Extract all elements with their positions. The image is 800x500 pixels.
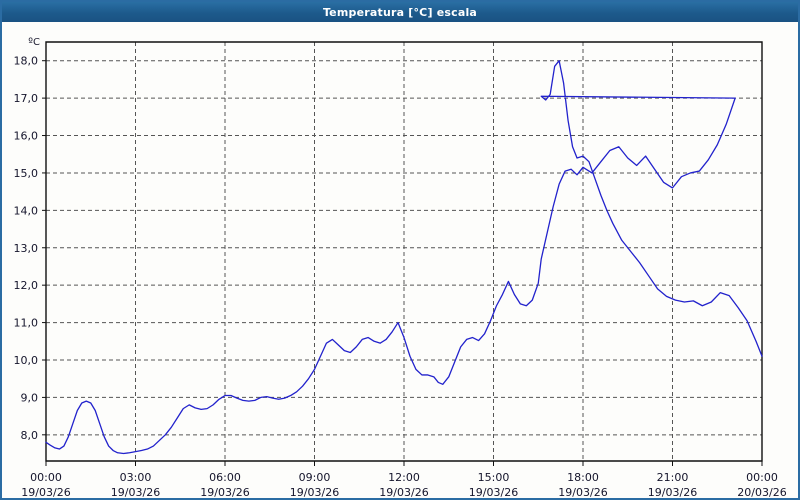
x-axis-tick-date: 19/03/26 xyxy=(558,486,607,498)
x-axis-tick-date: 20/03/26 xyxy=(737,486,786,498)
x-axis-tick-time: 06:00 xyxy=(209,471,241,484)
x-axis-tick-time: 00:00 xyxy=(30,471,62,484)
x-axis-tick-date: 19/03/26 xyxy=(21,486,70,498)
y-axis-tick-label: 12,0 xyxy=(14,279,39,292)
plot-axis-frame xyxy=(45,41,763,462)
y-axis-tick-label: 17,0 xyxy=(14,92,39,105)
x-axis-tick-time: 03:00 xyxy=(120,471,152,484)
x-axis-tick-time: 09:00 xyxy=(299,471,331,484)
window-title-bar: Temperatura [°C] escala xyxy=(2,2,798,22)
y-axis-tick-labels: 18,0 17,0 16,0 15,0 14,0 13,0 12,0 11,0 10,0 9,0 8… xyxy=(14,55,39,442)
window-title: Temperatura [°C] escala xyxy=(322,5,478,19)
x-axis-tick-date: 19/03/26 xyxy=(648,486,697,498)
plot-background xyxy=(2,22,798,498)
y-axis-tick-label: 8,0 xyxy=(21,429,39,442)
y-axis-tick-label: 16,0 xyxy=(14,130,39,143)
x-axis-tick-time: 00:00 xyxy=(746,471,778,484)
temperature-series-line xyxy=(45,60,763,455)
x-axis-tick-date: 19/03/26 xyxy=(379,486,428,498)
x-axis-tick-date: 19/03/26 xyxy=(469,486,518,498)
x-axis-tick-time: 18:00 xyxy=(567,471,599,484)
y-axis-tick-label: 10,0 xyxy=(14,354,39,367)
y-axis-unit-label: ºC xyxy=(28,37,40,48)
x-axis-tick-time: 12:00 xyxy=(388,471,420,484)
temperature-line-chart: 18,0 17,0 16,0 15,0 14,0 13,0 12,0 11,0 10,0 9,0 8… xyxy=(2,22,798,498)
y-axis-tick-label: 14,0 xyxy=(14,204,39,217)
x-axis-tick-time: 15:00 xyxy=(478,471,510,484)
x-axis-tick-time: 21:00 xyxy=(657,471,689,484)
x-axis-tick-date: 19/03/26 xyxy=(200,486,249,498)
y-axis-tick-label: 13,0 xyxy=(14,242,39,255)
x-axis-tick-date: 19/03/26 xyxy=(111,486,160,498)
x-axis-tick-labels: 00:00 19/03/26 03:00 19/03/26 06:00 19/03/26 0… xyxy=(21,471,786,498)
chart-canvas: 18,0 17,0 16,0 15,0 14,0 13,0 12,0 11,0 10,0 9,0 8… xyxy=(2,22,798,498)
y-axis-tick-label: 9,0 xyxy=(21,391,39,404)
y-axis-tick-label: 11,0 xyxy=(14,317,39,330)
y-axis-tick-label: 18,0 xyxy=(14,55,39,68)
x-axis-tick-date: 19/03/26 xyxy=(290,486,339,498)
y-axis-tick-label: 15,0 xyxy=(14,167,39,180)
